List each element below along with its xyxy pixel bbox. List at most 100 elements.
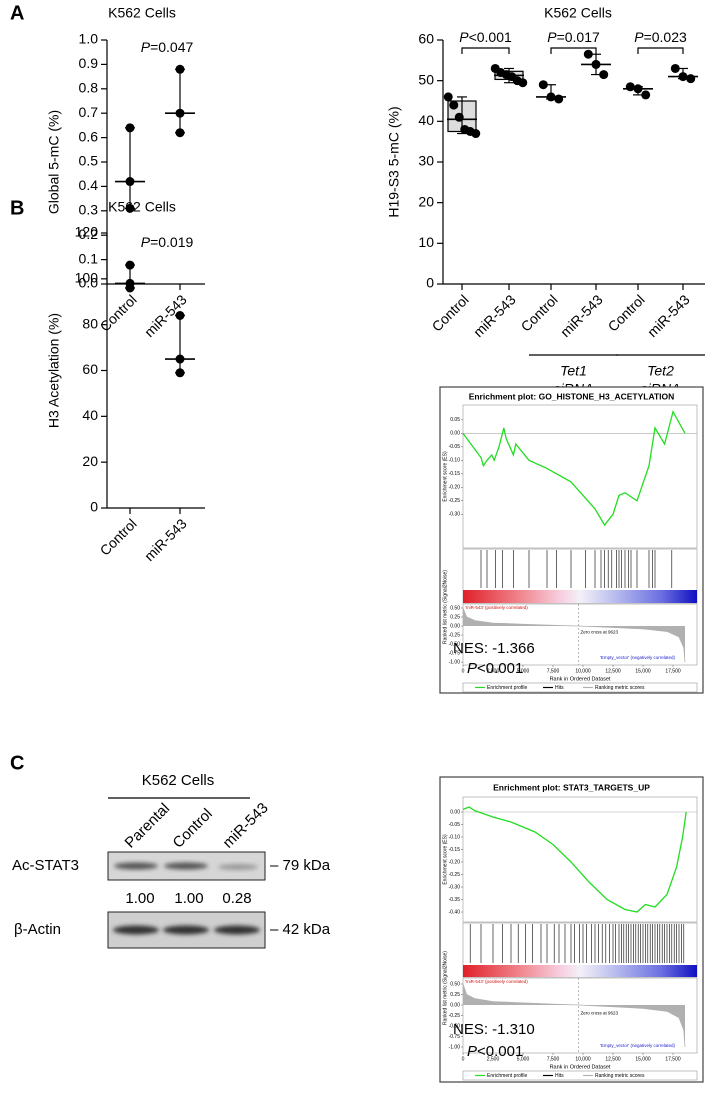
y-tick-label: -0.05	[449, 444, 461, 450]
gsea-p-value: P<0.001	[467, 660, 523, 677]
band	[164, 862, 208, 870]
x-tick-label: 15,000	[635, 1056, 651, 1062]
chart-title: K562 Cells	[108, 5, 176, 21]
legend-label: Hits	[555, 685, 564, 691]
y2-tick-label: -0.25	[449, 1013, 461, 1019]
y-axis-label: Enrichment score (ES)	[442, 834, 448, 885]
quantification: 0.28	[222, 890, 251, 907]
y-tick-label: 0.05	[450, 417, 460, 423]
y-tick-label: -0.10	[449, 834, 461, 840]
band	[113, 925, 159, 935]
y-tick-label: 0.5	[79, 153, 99, 169]
panel-label: C	[10, 752, 24, 774]
legend-label: Ranking metric scores	[595, 685, 645, 691]
legend-label: Enrichment profile	[487, 1073, 528, 1079]
y2-tick-label: -0.50	[449, 641, 461, 647]
chart-title: Enrichment plot: STAT3_TARGETS_UP	[493, 782, 650, 792]
western-blot: K562 Cells Parental Control miR-543 Ac-S…	[12, 772, 331, 949]
data-point	[546, 92, 556, 102]
legend-label: Enrichment profile	[487, 685, 528, 691]
p-value: P=0.017	[547, 29, 600, 45]
blot-title: K562 Cells	[142, 772, 215, 789]
y-tick-label: 0	[90, 499, 98, 515]
y-tick-label: 0	[426, 275, 434, 291]
positive-label: 'miR-543' (positively correlated)	[465, 605, 528, 610]
positive-label: 'miR-543' (positively correlated)	[465, 979, 528, 984]
data-point	[125, 260, 135, 270]
legend-box	[462, 1070, 698, 1081]
y-tick-label: 1.0	[79, 31, 99, 47]
zero-cross-label: Zero cross at 9623	[580, 630, 618, 635]
lane-label: Parental	[122, 800, 174, 852]
quantification: 1.00	[125, 890, 154, 907]
x-tick-label: 10,000	[575, 1056, 591, 1062]
data-point	[583, 49, 593, 59]
legend-label: Ranking metric scores	[595, 1073, 645, 1079]
text-rest: =0.019	[150, 234, 193, 250]
y-tick-label: 120	[75, 224, 99, 240]
x-tick-label: 2,500	[487, 1056, 500, 1062]
y2-axis-label: Ranked list metric (Signal2Noise)	[442, 570, 448, 644]
data-point	[175, 368, 185, 378]
x-tick-label: 17,500	[665, 668, 681, 674]
data-point	[599, 70, 609, 80]
negative-label: 'Empty_vector' (negatively correlated)	[600, 655, 676, 660]
y2-tick-label: -1.00	[449, 1044, 461, 1050]
x-tick-label: 7,500	[547, 1056, 560, 1062]
y-tick-label: 0.3	[79, 202, 99, 218]
row-label: Ac-STAT3	[12, 857, 79, 874]
legend-label: Hits	[555, 1073, 564, 1079]
y2-tick-label: -0.75	[449, 650, 461, 656]
text-rest: =0.023	[644, 29, 687, 45]
y-tick-label: -0.40	[449, 909, 461, 915]
text-rest: <0.001	[477, 1043, 523, 1060]
data-point	[686, 74, 696, 84]
y-tick-label: 0.8	[79, 80, 99, 96]
y-tick-label: -0.10	[449, 458, 461, 464]
heat-bar	[463, 965, 697, 977]
x-tick-label: Control	[97, 515, 140, 558]
es-line	[462, 806, 687, 913]
y-tick-label: 60	[418, 31, 434, 47]
x-tick-label: miR-543	[470, 291, 519, 340]
text-rest: =0.017	[557, 29, 600, 45]
x-tick-label: 7,500	[547, 668, 560, 674]
x-axis-label: Rank in Ordered Dataset	[550, 676, 611, 682]
data-point	[625, 82, 635, 92]
italic-letter: P	[141, 39, 151, 55]
data-point	[125, 177, 135, 187]
x-tick-label: miR-543	[644, 291, 693, 340]
y2-tick-label: -0.25	[449, 632, 461, 638]
x-tick-label: 10,000	[575, 668, 591, 674]
data-point	[670, 63, 680, 73]
data-point	[518, 78, 528, 88]
metric-line	[462, 607, 686, 663]
y2-tick-label: -1.00	[449, 659, 461, 665]
y-tick-label: 0.0	[79, 275, 99, 291]
y2-tick-label: 0.25	[450, 992, 460, 998]
gsea-p-value: P<0.001	[467, 1043, 523, 1060]
y-tick-label: 20	[418, 193, 434, 209]
data-point	[175, 128, 185, 138]
zero-cross-label: Zero cross at 9623	[580, 1011, 618, 1016]
x-tick-label: miR-543	[557, 291, 606, 340]
data-point	[125, 123, 135, 133]
plot-box	[439, 776, 704, 1083]
italic-letter: P	[141, 234, 151, 250]
chart-title: K562 Cells	[108, 199, 176, 215]
y-axis-label: Enrichment score (ES)	[442, 451, 448, 502]
text-rest: <0.001	[477, 660, 523, 677]
y2-tick-label: 0.25	[450, 614, 460, 620]
panel-label: B	[10, 197, 24, 219]
panel-frame	[462, 796, 698, 923]
y-tick-label: 30	[418, 153, 434, 169]
data-point	[538, 80, 548, 90]
nes: NES: -1.310	[453, 1021, 535, 1038]
size-label: – 42 kDa	[270, 921, 331, 938]
y-tick-label: 0.1	[79, 250, 99, 266]
x-tick-label: Control	[605, 291, 648, 334]
size-label: – 79 kDa	[270, 857, 331, 874]
group-label: Tet2	[647, 363, 674, 379]
text-rest: =0.047	[150, 39, 193, 55]
